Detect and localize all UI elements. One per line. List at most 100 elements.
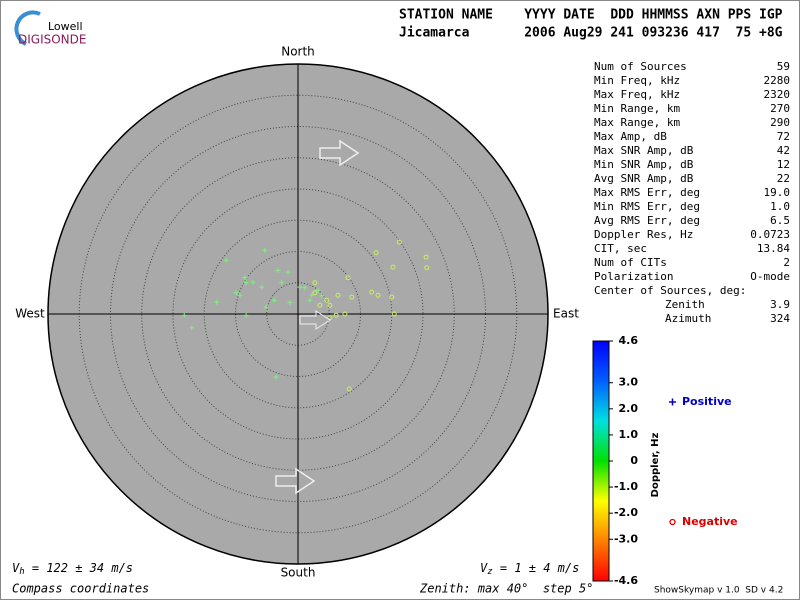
colorbar-tick-label: 1.0 — [619, 428, 639, 441]
stat-value: O-mode — [750, 270, 790, 283]
source-point — [317, 302, 323, 308]
stat-label: Min SNR Amp, dB — [594, 158, 694, 171]
stat-value: 19.0 — [764, 186, 791, 199]
source-point — [369, 289, 375, 295]
logo-top: Lowell — [48, 20, 83, 33]
colorbar-tick-label: -4.6 — [614, 574, 638, 587]
drift-arrow — [275, 467, 316, 495]
stat-section: Center of Sources, deg: — [594, 284, 746, 297]
source-point — [243, 312, 249, 318]
vh-main: V — [12, 561, 20, 575]
source-point — [315, 287, 321, 293]
stat-label: Max Amp, dB — [594, 130, 667, 143]
stat-label: Max RMS Err, deg — [594, 186, 700, 199]
source-point — [342, 311, 348, 317]
coords-note: Compass coordinates — [12, 582, 149, 596]
stat-value: 290 — [770, 116, 790, 129]
stat-value: 22 — [777, 172, 790, 185]
source-point — [327, 302, 333, 308]
vz-text: = 1 ± 4 m/s — [493, 561, 580, 575]
stat-label: Min Range, km — [594, 102, 680, 115]
colorbar-tick-label: -3.0 — [614, 532, 638, 545]
source-point — [345, 275, 351, 281]
colorbar-label: Doppler, Hz — [650, 433, 661, 498]
source-point — [309, 292, 315, 298]
stat-value: 6.5 — [770, 214, 790, 227]
source-point — [223, 257, 229, 263]
zenith-note: Zenith: max 40° step 5° — [419, 582, 593, 596]
stat-value: 59 — [777, 60, 790, 73]
source-point — [297, 284, 303, 290]
vz-main: V — [480, 561, 488, 575]
stat-value: 2280 — [764, 74, 791, 87]
stat-label: CIT, sec — [594, 242, 647, 255]
source-point — [233, 290, 239, 296]
source-point — [349, 294, 355, 300]
stat-label: Polarization — [594, 270, 673, 283]
stat-label: Avg SNR Amp, dB — [594, 172, 694, 185]
header-line: Jicamarca 2006 Aug29 241 093236 417 75 +… — [399, 26, 783, 41]
source-point — [285, 269, 291, 275]
source-point — [273, 374, 279, 380]
stat-value: 0.0723 — [750, 228, 790, 241]
logo-swoosh — [14, 10, 41, 46]
source-point — [375, 292, 381, 298]
vz-label: Vz = 1 ± 4 m/s — [480, 561, 579, 577]
source-point — [319, 293, 325, 299]
logo-bottom: DIGISONDE — [18, 33, 86, 47]
stat-value: 12 — [777, 158, 790, 171]
stat-label: Min Freq, kHz — [594, 74, 680, 87]
stat-value: 72 — [777, 130, 790, 143]
source-point — [275, 267, 281, 273]
stat-label: Min RMS Err, deg — [594, 200, 700, 213]
stat-label: Max Range, km — [594, 116, 680, 129]
vh-sub: h — [19, 567, 24, 577]
direction-label: South — [281, 566, 316, 580]
source-point — [389, 294, 395, 300]
source-point — [271, 297, 277, 303]
version: ShowSkymap v 1.0 SD v 4.2 — [654, 586, 783, 596]
colorbar — [592, 340, 610, 582]
source-point — [250, 279, 256, 285]
source-point — [307, 297, 313, 303]
colorbar-tick-label: -2.0 — [614, 506, 638, 519]
source-point — [287, 300, 293, 306]
source-point — [423, 254, 429, 260]
drift-arrow — [319, 139, 360, 167]
stat-value: 2 — [783, 256, 790, 269]
stat-value: 270 — [770, 102, 790, 115]
vz-sub: z — [487, 567, 492, 577]
vh-label: Vh = 122 ± 34 m/s — [12, 561, 133, 577]
colorbar-tick-label: 0 — [630, 454, 638, 467]
direction-label: North — [281, 45, 315, 59]
legend-label: Negative — [682, 515, 738, 528]
stat-label: Doppler Res, Hz — [594, 228, 693, 241]
direction-label: West — [15, 307, 45, 321]
source-point — [262, 247, 268, 253]
stat-label: Max Freq, kHz — [594, 88, 680, 101]
source-point — [181, 312, 187, 318]
source-point — [324, 297, 330, 303]
source-point — [302, 285, 308, 291]
colorbar-tick-label: 3.0 — [619, 376, 639, 389]
source-point — [333, 312, 339, 318]
source-point — [391, 311, 397, 317]
stat-value: 2320 — [764, 88, 791, 101]
drift-arrow — [299, 310, 331, 330]
source-point — [312, 280, 318, 286]
stat-value: 3.9 — [770, 298, 790, 311]
vh-text: = 122 ± 34 m/s — [25, 561, 133, 575]
stat-label: Num of Sources — [594, 60, 687, 73]
legend-label: Positive — [682, 395, 732, 408]
source-point — [259, 284, 265, 290]
source-point — [263, 304, 269, 310]
stat-label: Max SNR Amp, dB — [594, 144, 694, 157]
source-point — [237, 292, 243, 298]
stat-label: Avg RMS Err, deg — [594, 214, 700, 227]
stat-label: Azimuth — [665, 312, 711, 325]
source-point — [373, 250, 379, 256]
source-point — [396, 239, 402, 245]
stat-value: 324 — [770, 312, 790, 325]
source-point — [242, 275, 248, 281]
